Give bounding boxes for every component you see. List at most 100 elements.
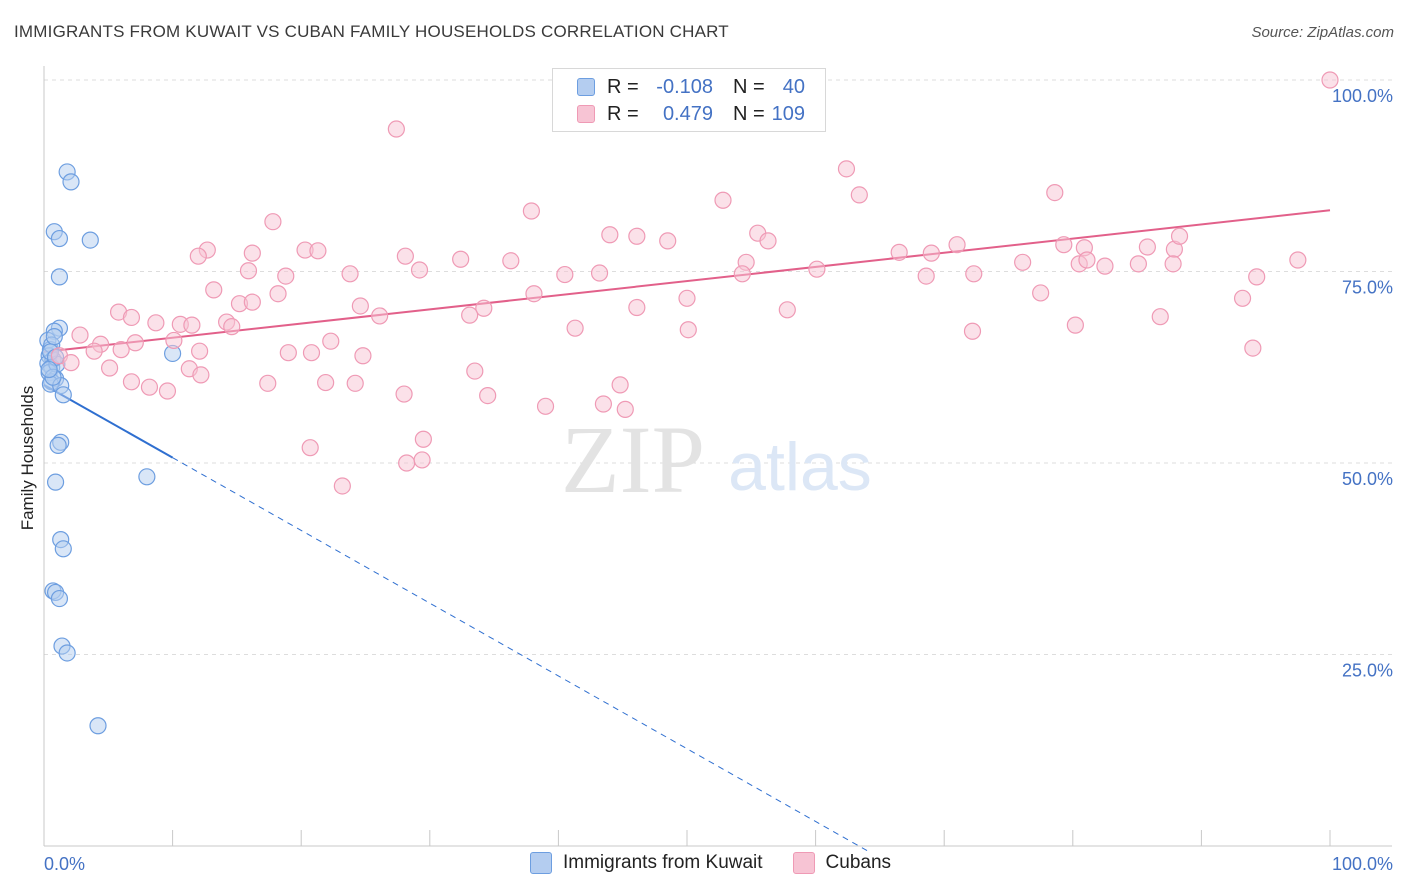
cubans-point [628, 227, 646, 245]
source-note: Source: ZipAtlas.com [1251, 24, 1394, 41]
cubans-point [264, 213, 282, 231]
cubans-point [62, 354, 80, 372]
watermark-zip: ZIP [561, 406, 705, 513]
legend-row-cubans: R = 0.479 N = 109 [577, 102, 805, 126]
cubans-point [165, 331, 183, 350]
cubans-point [354, 347, 372, 365]
cubans-point [837, 160, 856, 178]
cubans-point [502, 252, 520, 270]
kuwait-point [50, 229, 69, 248]
cubans-point [566, 319, 584, 337]
cubans-point [140, 378, 159, 396]
cubans-point [475, 299, 493, 317]
kuwait-point [50, 268, 69, 286]
kuwait-point [62, 173, 80, 191]
cubans-point [183, 316, 201, 334]
cubans-point [922, 244, 940, 262]
cubans-point [192, 366, 210, 384]
cubans-point [1321, 71, 1339, 89]
cubans-point [100, 359, 119, 377]
cubans-point [205, 281, 223, 299]
cubans-point [309, 242, 327, 260]
cubans-point [461, 306, 479, 324]
y-tick-label: 100.0% [1332, 86, 1393, 106]
legend-r-value: 0.479 [662, 102, 713, 125]
cubans-point [714, 191, 732, 209]
kuwait-point [50, 589, 69, 608]
legend-n-value: 109 [771, 102, 805, 125]
cubans-point [395, 385, 413, 403]
cubans-point [1096, 257, 1114, 275]
cubans-point [341, 265, 359, 283]
series-legend-cubans[interactable]: Cubans [792, 852, 892, 874]
series-label-cubans: Cubans [825, 852, 892, 873]
cubans-point [628, 298, 646, 317]
cubans-point [479, 386, 497, 405]
cubans-point [122, 373, 141, 391]
cubans-point [126, 334, 144, 352]
kuwait-point [49, 436, 67, 454]
legend-row-kuwait: R = -0.108 N = 40 [577, 75, 805, 99]
cubans-point [243, 244, 261, 262]
cubans-point [948, 236, 966, 254]
cubans-point [1046, 184, 1064, 202]
cubans-point [808, 260, 826, 278]
cubans-point [346, 374, 364, 392]
cubans-point [678, 289, 696, 307]
legend-swatch-cubans [577, 105, 595, 123]
cubans-point [158, 382, 177, 400]
cubans-point [890, 243, 908, 261]
cubans-point [239, 262, 258, 280]
cubans-point [1244, 339, 1262, 357]
cubans-point [122, 308, 141, 327]
cubans-point [414, 430, 432, 448]
kuwait-point [45, 328, 63, 346]
cubans-point [616, 400, 634, 418]
cubans-point [191, 342, 209, 360]
cubans-point [302, 344, 321, 362]
cubans-point [1151, 308, 1169, 326]
axes [43, 66, 1392, 847]
cubans-point [371, 307, 389, 325]
kuwait-trend-extension [172, 457, 868, 852]
cubans-point [147, 314, 165, 332]
cubans-point [963, 322, 982, 340]
series-label-kuwait: Immigrants from Kuwait [563, 852, 763, 873]
cubans-point [85, 342, 103, 360]
cubans-point [277, 267, 295, 285]
kuwait-point [81, 231, 99, 249]
cubans-point [556, 265, 574, 284]
cubans-point [536, 397, 555, 415]
cubans-point [1032, 284, 1050, 302]
cubans-point [1055, 236, 1073, 254]
cubans-point [112, 341, 130, 359]
cubans-point [259, 374, 277, 392]
cubans-point [525, 285, 543, 303]
cubans-point [1248, 268, 1266, 286]
cubans-point [71, 326, 89, 344]
cubans-point [387, 120, 405, 138]
kuwait-point [58, 644, 76, 662]
series-legend-kuwait[interactable]: Immigrants from Kuwait [530, 852, 763, 874]
kuwait-point [40, 360, 58, 379]
cubans-point [410, 261, 429, 279]
cubans-point [733, 265, 751, 283]
cubans-point [396, 247, 414, 265]
stats-legend: R = -0.108 N = 40 R = 0.479 N = 109 [552, 68, 826, 132]
legend-r-label: R = [607, 102, 639, 125]
watermark: ZIP atlas [561, 406, 872, 513]
kuwait-point [54, 386, 72, 404]
cubans-point [1164, 255, 1182, 273]
series-legend: Immigrants from Kuwait Cubans [530, 852, 921, 874]
cubans-point [333, 477, 351, 495]
y-tick-label: 50.0% [1342, 469, 1393, 489]
cubans-point [223, 318, 241, 336]
cubans-point [611, 376, 629, 394]
kuwait-point [46, 473, 65, 491]
legend-n-label: N = [733, 75, 765, 98]
cubans-point [1129, 255, 1147, 273]
cubans-point [1066, 316, 1084, 334]
cubans-point [1078, 251, 1096, 269]
cubans-point [590, 264, 609, 282]
